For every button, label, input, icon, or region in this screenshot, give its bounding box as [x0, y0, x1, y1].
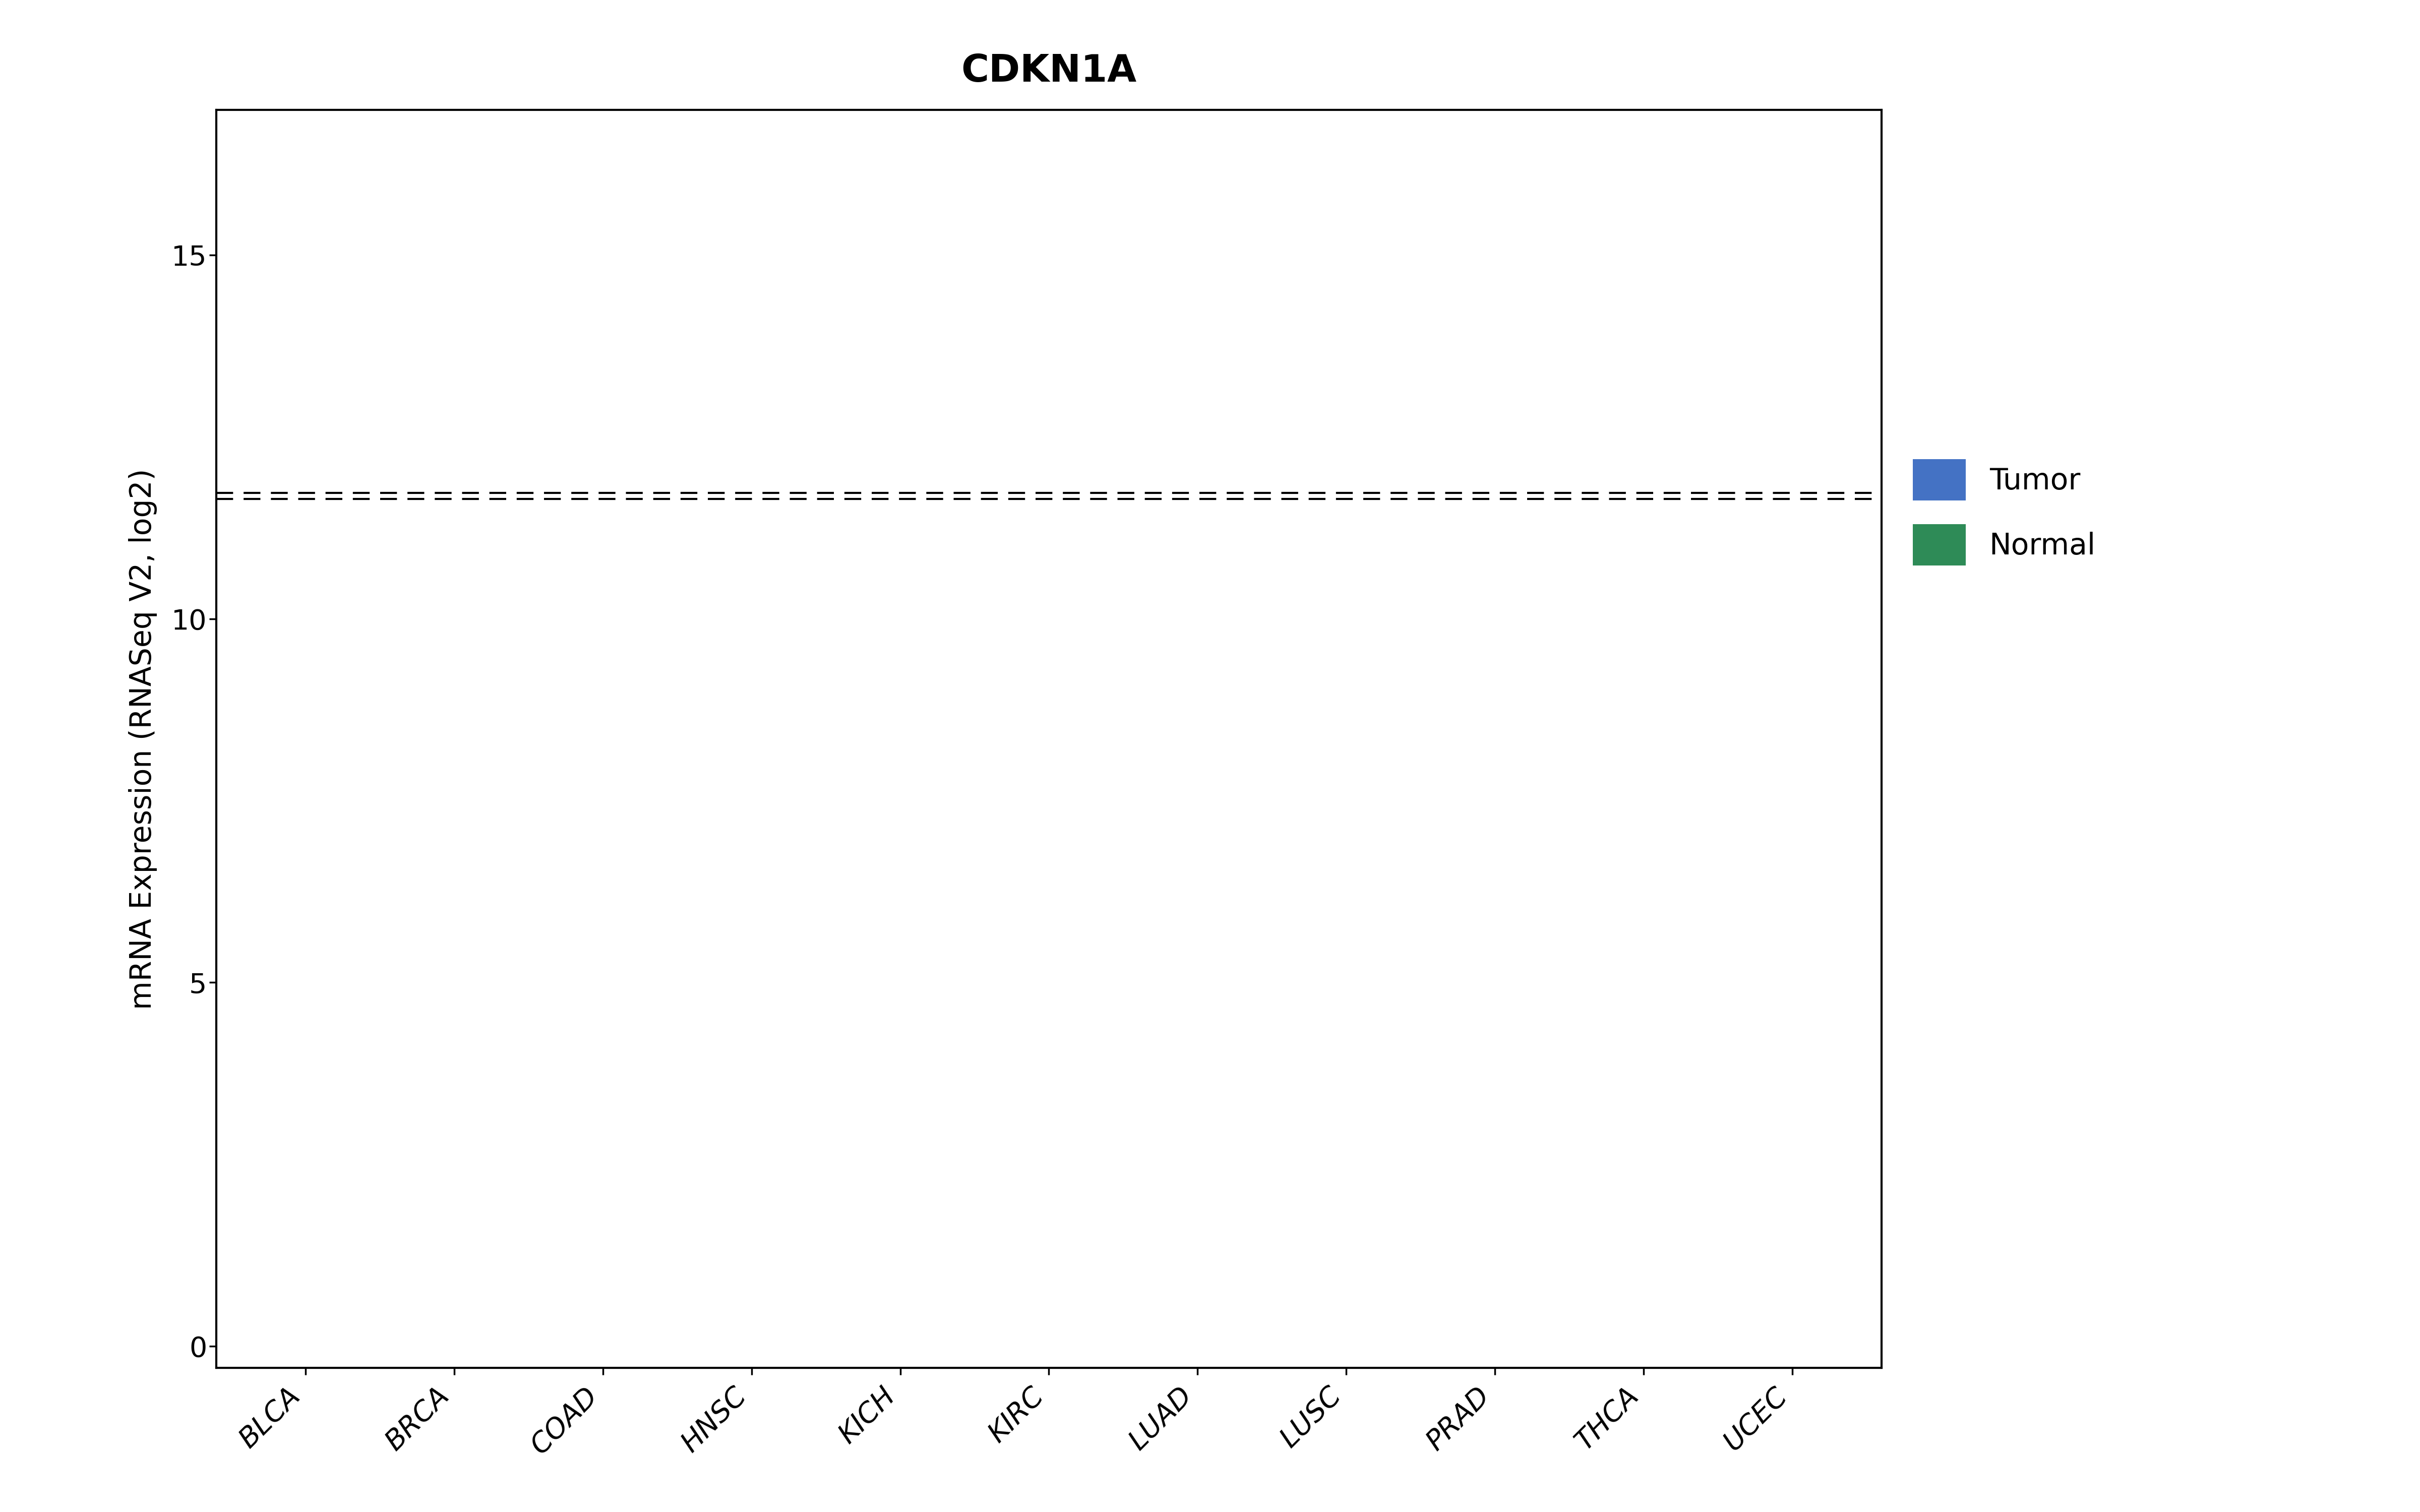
Title: CDKN1A: CDKN1A — [961, 53, 1137, 89]
Legend: Tumor, Normal: Tumor, Normal — [1912, 460, 2096, 565]
Y-axis label: mRNA Expression (RNASeq V2, log2): mRNA Expression (RNASeq V2, log2) — [128, 469, 157, 1010]
